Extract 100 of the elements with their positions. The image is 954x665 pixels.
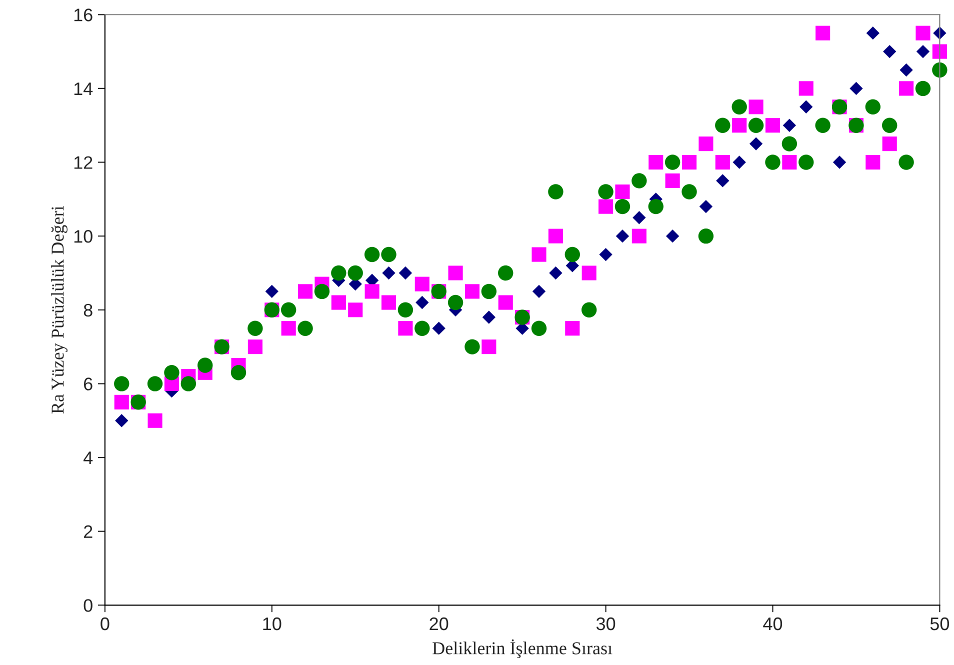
point — [265, 284, 278, 298]
point — [148, 413, 162, 428]
y-tick-label: 2 — [84, 525, 92, 538]
point — [565, 321, 580, 336]
point — [498, 265, 514, 281]
point — [414, 276, 430, 292]
point — [248, 340, 262, 354]
point — [715, 154, 730, 170]
point — [898, 154, 914, 170]
point — [899, 81, 914, 96]
x-tick-label: 50 — [930, 617, 950, 630]
point — [666, 229, 680, 243]
point — [699, 200, 713, 214]
point — [932, 44, 947, 59]
x-tick-label: 20 — [430, 617, 448, 630]
point — [866, 26, 880, 40]
x-tick-label: 0 — [100, 617, 110, 630]
point — [798, 154, 814, 170]
point — [598, 199, 614, 214]
point — [732, 118, 747, 133]
point — [281, 321, 296, 336]
point — [314, 284, 330, 300]
point — [382, 266, 396, 280]
point — [348, 265, 363, 281]
point — [765, 118, 780, 133]
y-tick-label: 4 — [84, 452, 93, 464]
point — [648, 198, 664, 214]
point — [114, 394, 129, 410]
point — [765, 154, 780, 170]
point — [748, 118, 764, 133]
point — [615, 184, 630, 200]
point — [248, 320, 263, 336]
point — [464, 284, 480, 299]
point — [548, 184, 564, 200]
point — [865, 99, 881, 115]
point — [549, 266, 562, 280]
point — [832, 156, 846, 169]
point — [398, 302, 414, 318]
point — [432, 322, 446, 335]
point — [632, 173, 647, 188]
point — [448, 294, 464, 310]
point — [599, 248, 612, 262]
y-tick-label: 12 — [74, 156, 92, 169]
point — [782, 136, 798, 152]
point — [481, 284, 497, 300]
point — [815, 118, 830, 133]
point — [716, 174, 730, 188]
y-tick-label: 16 — [74, 8, 92, 22]
point — [883, 44, 896, 58]
point — [682, 154, 697, 170]
point — [648, 154, 664, 170]
point — [782, 118, 796, 132]
point — [331, 265, 346, 281]
y-tick-label: 8 — [84, 304, 92, 317]
point — [581, 302, 597, 318]
point — [498, 295, 513, 310]
point — [482, 340, 496, 354]
point — [798, 81, 814, 96]
y-tick-label: 0 — [84, 599, 92, 612]
point — [381, 295, 396, 310]
point — [698, 228, 714, 244]
x-tick-label: 40 — [763, 617, 782, 630]
y-tick-label: 14 — [74, 82, 93, 95]
point — [464, 339, 480, 354]
point — [280, 302, 296, 318]
point — [147, 376, 163, 392]
point — [614, 198, 630, 214]
point — [298, 320, 313, 336]
y-tick-label: 10 — [74, 230, 92, 243]
point — [532, 284, 546, 298]
point — [900, 63, 913, 77]
point — [632, 211, 646, 224]
point — [732, 99, 747, 115]
point — [531, 320, 547, 336]
point — [398, 321, 413, 336]
point — [749, 137, 763, 150]
y-axis-title: Ra Yüzey Pürüzlülük Değeri — [51, 206, 68, 414]
point — [582, 266, 596, 280]
point — [748, 100, 764, 114]
point — [665, 173, 680, 188]
point — [448, 266, 463, 280]
point — [866, 154, 880, 170]
point — [616, 229, 630, 243]
point — [298, 284, 313, 299]
point — [114, 376, 130, 392]
point — [364, 246, 380, 262]
point — [916, 26, 930, 40]
point — [115, 414, 128, 428]
point — [398, 266, 412, 280]
point — [782, 154, 797, 170]
point — [632, 228, 646, 244]
point — [164, 365, 180, 380]
point — [882, 118, 898, 133]
point — [364, 284, 380, 299]
point — [882, 136, 897, 152]
point — [664, 154, 680, 170]
x-tick-label: 10 — [263, 617, 282, 630]
point — [331, 295, 346, 310]
point — [715, 118, 730, 133]
point — [698, 136, 714, 152]
